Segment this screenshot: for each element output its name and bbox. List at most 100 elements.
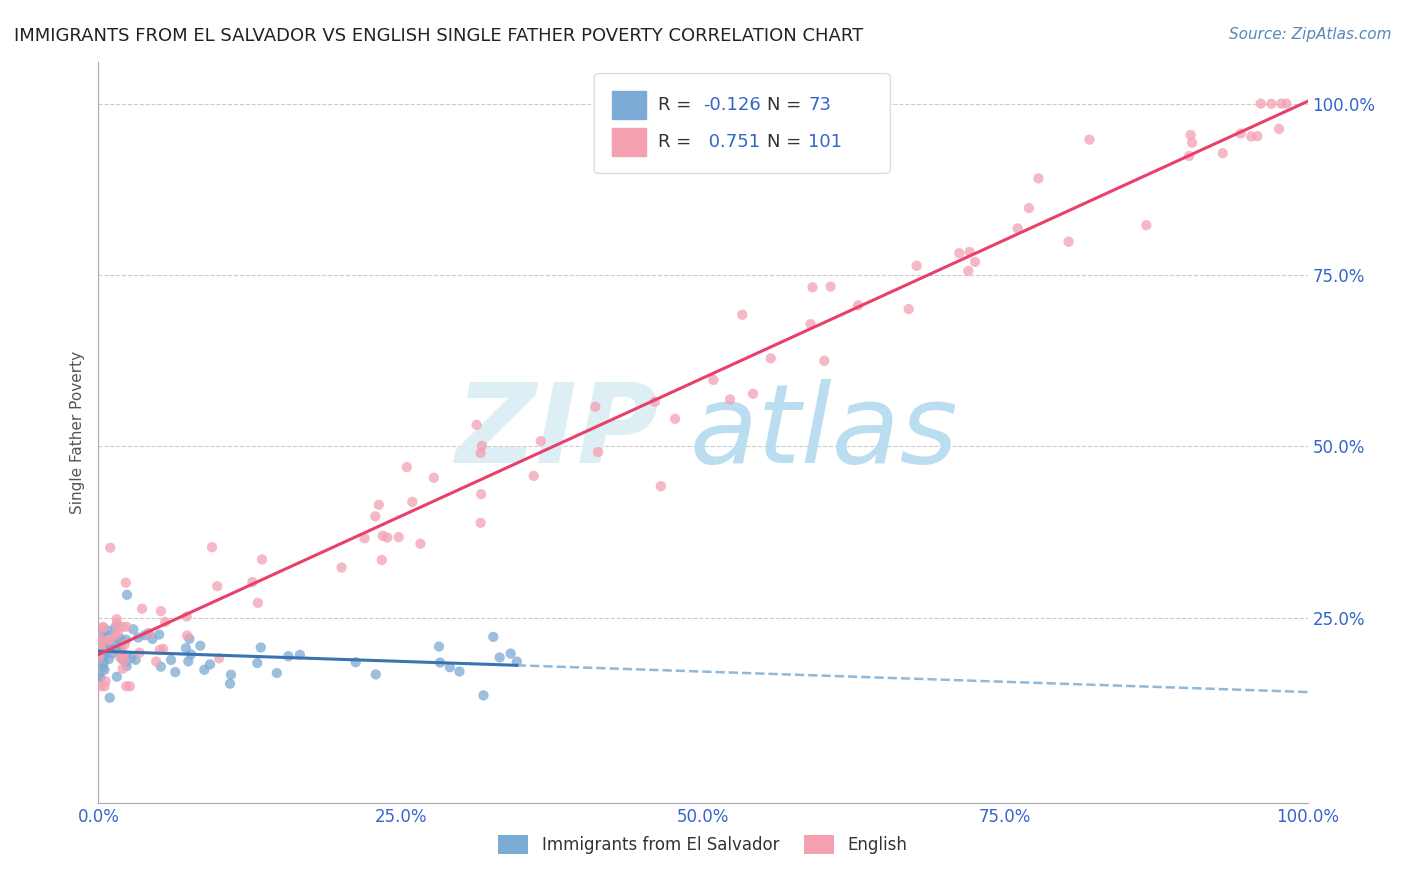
Bar [613,91,647,120]
Point [115,588,138,602]
Point [165,665,187,679]
Point [93,647,115,661]
Point [470,516,492,530]
Text: atlas: atlas [689,379,959,486]
Point [149,659,172,673]
Point [249,640,271,655]
Point [353,531,375,545]
Point [114,575,136,590]
Point [148,627,170,641]
Point [718,392,741,407]
Point [1078,133,1101,147]
Point [107,624,129,639]
Point [176,628,198,642]
Point [219,676,242,690]
Point [131,601,153,615]
Point [174,641,197,656]
Point [371,553,394,567]
Point [97,640,120,654]
Text: 0.751: 0.751 [703,134,761,152]
Point [367,498,389,512]
Point [1268,122,1291,136]
Point [193,663,215,677]
Point [948,246,970,260]
Point [1057,235,1080,249]
Point [897,301,920,316]
Point [111,620,134,634]
Point [499,647,522,661]
Point [110,645,132,659]
Point [127,631,149,645]
Point [89,649,111,664]
Point [471,439,494,453]
Point [93,656,115,670]
Point [176,609,198,624]
Point [371,529,394,543]
Point [246,656,269,670]
Point [1178,149,1201,163]
Point [800,317,823,331]
Point [277,649,299,664]
Point [201,540,224,554]
Point [94,674,117,689]
Point [177,654,200,668]
Point [364,667,387,681]
Point [91,635,114,649]
Text: Source: ZipAtlas.com: Source: ZipAtlas.com [1229,27,1392,42]
Point [742,386,765,401]
Point [108,650,131,665]
Point [160,653,183,667]
Point [91,650,114,665]
FancyBboxPatch shape [595,73,890,173]
Bar [613,128,647,156]
Point [963,255,986,269]
Point [141,632,163,646]
Point [91,661,114,675]
Point [449,665,471,679]
Point [89,671,111,685]
Point [702,373,724,387]
Point [94,630,117,644]
Point [207,579,229,593]
Point [149,604,172,618]
Text: -0.126: -0.126 [703,96,761,114]
Point [111,662,134,676]
Point [93,663,115,677]
Point [208,651,231,665]
Point [110,632,132,646]
Y-axis label: Single Father Poverty: Single Father Poverty [69,351,84,514]
Point [145,655,167,669]
Point [97,633,120,648]
Point [644,394,666,409]
Point [219,667,242,681]
Point [114,655,136,669]
Point [124,653,146,667]
Point [330,560,353,574]
Point [470,446,492,460]
Point [114,637,136,651]
Point [439,660,461,674]
Point [1260,96,1282,111]
Point [1246,129,1268,144]
Point [115,648,138,663]
Point [110,640,132,654]
Point [104,628,127,642]
Point [89,624,111,639]
Point [98,629,121,643]
Point [1270,96,1292,111]
Point [115,659,138,673]
Point [115,620,138,634]
Point [105,612,128,626]
Point [114,653,136,667]
Point [188,639,211,653]
Point [482,630,505,644]
Point [179,632,201,646]
Point [97,652,120,666]
Point [153,615,176,629]
Point [115,679,138,693]
Point [90,640,112,654]
Point [93,679,115,693]
Point [583,400,606,414]
Point [198,657,221,672]
Text: ZIP: ZIP [456,379,659,486]
